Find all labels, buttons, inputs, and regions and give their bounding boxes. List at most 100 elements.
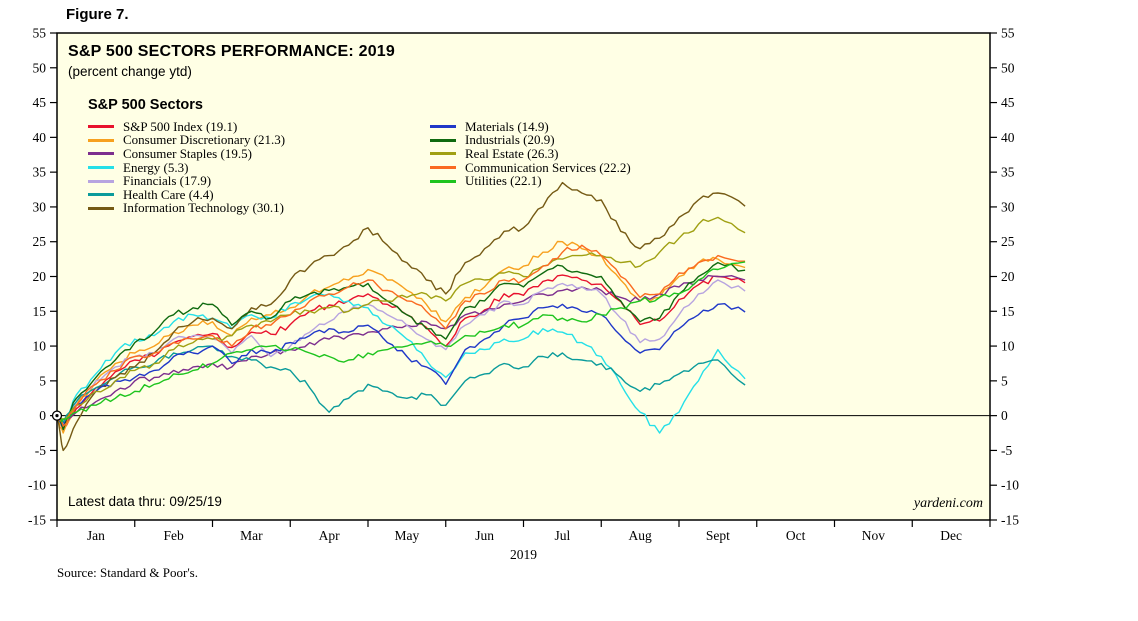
legend: S&P 500 Sectors S&P 500 Index (19.1) Cons… — [88, 97, 631, 215]
source-label: Source: Standard & Poor's. — [57, 565, 198, 580]
chart-subtitle: (percent change ytd) — [68, 64, 192, 79]
y-tick-label-left: 40 — [33, 130, 47, 145]
figure-label: Figure 7. — [66, 6, 129, 23]
month-label: Mar — [240, 528, 263, 543]
legend-label: Consumer Discretionary (21.3) — [123, 132, 286, 148]
y-tick-label-left: -10 — [28, 478, 46, 493]
legend-label: Health Care (4.4) — [123, 186, 214, 202]
legend-column-1: S&P 500 Index (19.1) Consumer Discretiona… — [88, 118, 430, 215]
x-axis-year-label: 2019 — [510, 547, 537, 562]
legend-label: Communication Services (22.2) — [465, 159, 631, 175]
legend-item-materials: Materials (14.9) — [430, 118, 631, 134]
y-tick-label-left: 45 — [33, 95, 47, 110]
month-label: Sept — [706, 528, 730, 543]
legend-swatch-financials — [88, 179, 114, 183]
series-line-consumer-staples — [56, 274, 746, 424]
legend-swatch-consumer-staples — [88, 152, 114, 156]
y-tick-label-right: -15 — [1001, 513, 1019, 528]
legend-item-information-technology: Information Technology (30.1) — [88, 200, 430, 215]
legend-swatch-utilities — [430, 179, 456, 183]
legend-column-2: Materials (14.9) Industrials (20.9) Real E… — [430, 118, 631, 215]
legend-label: Utilities (22.1) — [465, 173, 542, 189]
legend-swatch-real-estate — [430, 152, 456, 156]
legend-swatch-sp500-index — [88, 125, 114, 129]
legend-swatch-energy — [88, 166, 114, 170]
y-tick-label-left: 10 — [33, 339, 47, 354]
y-tick-label-right: 25 — [1001, 234, 1015, 249]
legend-label: Materials (14.9) — [465, 118, 549, 134]
y-tick-label-right: 0 — [1001, 408, 1008, 423]
series-line-consumer-discretionary — [56, 240, 746, 434]
chart-title: S&P 500 SECTORS PERFORMANCE: 2019 — [68, 43, 395, 60]
y-tick-label-right: 5 — [1001, 373, 1008, 388]
legend-label: Real Estate (26.3) — [465, 145, 559, 161]
y-tick-label-right: -5 — [1001, 443, 1012, 458]
y-tick-label-left: 55 — [33, 26, 47, 41]
y-tick-label-left: 0 — [39, 408, 46, 423]
legend-label: Industrials (20.9) — [465, 132, 555, 148]
series-line-energy — [56, 292, 746, 434]
legend-item-utilities: Utilities (22.1) — [430, 173, 631, 189]
legend-swatch-consumer-discretionary — [88, 138, 114, 142]
plot-frame — [56, 32, 991, 521]
month-label: Dec — [940, 528, 962, 543]
series-line-materials — [56, 303, 746, 427]
series-line-real-estate — [56, 216, 746, 420]
legend-title: S&P 500 Sectors — [88, 97, 203, 113]
y-tick-label-left: 30 — [33, 199, 47, 214]
y-tick-label-left: -15 — [28, 513, 46, 528]
legend-label: Consumer Staples (19.5) — [123, 145, 252, 161]
legend-swatch-information-technology — [88, 206, 114, 210]
legend-swatch-health-care — [88, 193, 114, 197]
legend-item-industrials: Industrials (20.9) — [430, 132, 631, 148]
legend-swatch-industrials — [430, 138, 456, 142]
y-tick-label-left: 5 — [39, 373, 46, 388]
legend-item-sp500-index: S&P 500 Index (19.1) — [88, 118, 430, 134]
month-label: Apr — [319, 528, 340, 543]
legend-item-real-estate: Real Estate (26.3) — [430, 145, 631, 161]
y-tick-label-right: 10 — [1001, 339, 1015, 354]
month-label: Oct — [786, 528, 806, 543]
y-tick-label-right: 30 — [1001, 199, 1015, 214]
y-tick-label-left: 15 — [33, 304, 47, 319]
legend-label: S&P 500 Index (19.1) — [123, 118, 238, 134]
y-tick-label-right: 55 — [1001, 26, 1015, 41]
y-tick-label-right: -10 — [1001, 478, 1019, 493]
month-label: Jan — [87, 528, 105, 543]
y-tick-label-right: 20 — [1001, 269, 1015, 284]
legend-item-health-care: Health Care (4.4) — [88, 186, 430, 202]
legend-columns: S&P 500 Index (19.1) Consumer Discretiona… — [88, 118, 631, 215]
legend-item-communication-services: Communication Services (22.2) — [430, 159, 631, 175]
month-label: Jul — [554, 528, 570, 543]
month-label: Aug — [629, 528, 652, 543]
legend-item-financials: Financials (17.9) — [88, 173, 430, 189]
month-label: Feb — [164, 528, 185, 543]
month-label: Nov — [862, 528, 885, 543]
y-tick-label-left: 20 — [33, 269, 47, 284]
legend-label: Financials (17.9) — [123, 173, 212, 189]
y-tick-label-right: 35 — [1001, 165, 1015, 180]
legend-swatch-communication-services — [430, 166, 456, 170]
legend-item-energy: Energy (5.3) — [88, 159, 430, 175]
series-line-communication-services — [56, 244, 746, 427]
month-label: May — [395, 528, 420, 543]
y-tick-label-left: 25 — [33, 234, 47, 249]
legend-swatch-materials — [430, 125, 456, 129]
latest-data-note: Latest data thru: 09/25/19 — [68, 494, 222, 509]
y-tick-label-left: 50 — [33, 60, 47, 75]
watermark: yardeni.com — [913, 496, 983, 511]
y-tick-label-right: 45 — [1001, 95, 1015, 110]
y-tick-label-right: 40 — [1001, 130, 1015, 145]
y-tick-label-left: -5 — [35, 443, 46, 458]
month-label: Jun — [475, 528, 494, 543]
series-line-utilities — [56, 261, 746, 422]
legend-label: Energy (5.3) — [123, 159, 189, 175]
legend-item-consumer-staples: Consumer Staples (19.5) — [88, 145, 430, 161]
y-tick-label-right: 15 — [1001, 304, 1015, 319]
y-tick-label-left: 35 — [33, 165, 47, 180]
y-tick-label-right: 50 — [1001, 60, 1015, 75]
origin-marker-dot — [55, 414, 59, 418]
legend-item-consumer-discretionary: Consumer Discretionary (21.3) — [88, 132, 430, 148]
